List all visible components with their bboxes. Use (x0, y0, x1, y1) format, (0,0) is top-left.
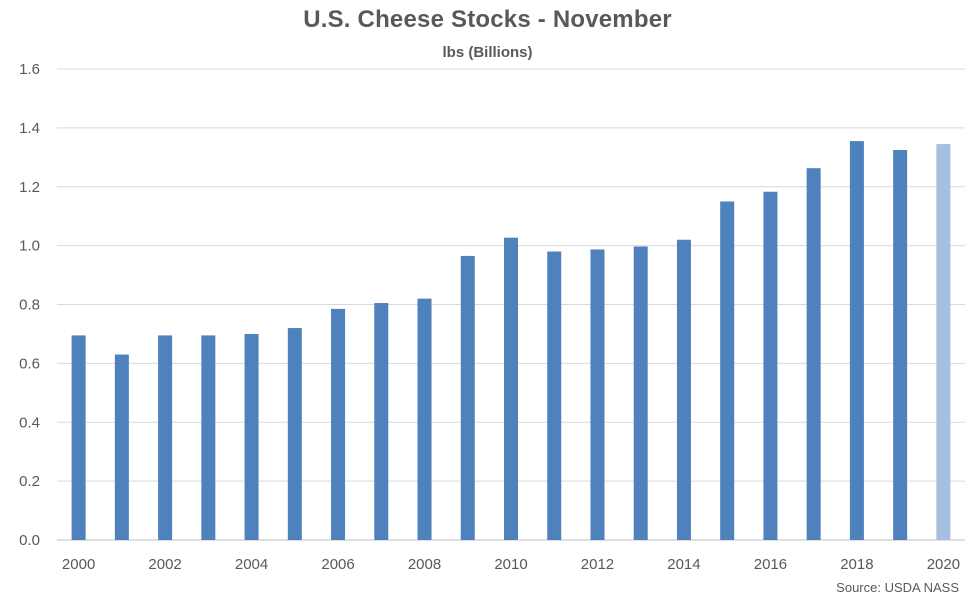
x-tick-label: 2006 (321, 556, 354, 573)
x-tick-label: 2018 (840, 556, 873, 573)
bar-2013 (633, 246, 648, 540)
x-tick-label: 2020 (927, 556, 960, 573)
x-tick-label: 2010 (494, 556, 527, 573)
bar-2010 (504, 237, 518, 540)
bar-2009 (460, 255, 475, 540)
bar-2008 (417, 298, 432, 540)
y-tick-label: 0.4 (19, 414, 40, 431)
x-tick-label: 2008 (408, 556, 441, 573)
x-tick-label: 2014 (667, 556, 700, 573)
bar-2003 (201, 335, 216, 540)
x-tick-label: 2000 (62, 556, 95, 573)
y-tick-label: 0.6 (19, 355, 40, 372)
y-axis-labels: 0.0 0.2 0.4 0.6 0.8 1.0 1.2 1.4 1.6 (19, 61, 40, 549)
bar-2016 (763, 191, 778, 540)
y-tick-label: 1.0 (19, 238, 40, 255)
bar-2006 (331, 308, 346, 540)
bar-2012 (590, 249, 605, 540)
x-tick-label: 2002 (148, 556, 181, 573)
bar-2000 (71, 335, 86, 540)
bar-2020 (936, 144, 951, 541)
source-note: Source: USDA NASS (836, 580, 959, 595)
bar-2019 (893, 149, 908, 540)
y-tick-label: 1.2 (19, 179, 40, 196)
y-tick-label: 0.2 (19, 473, 40, 490)
bar-2017 (806, 168, 821, 540)
x-tick-label: 2004 (235, 556, 268, 573)
chart-title: U.S. Cheese Stocks - November (303, 6, 672, 33)
bar-2004 (244, 333, 259, 540)
y-tick-label: 0.0 (19, 532, 40, 549)
bar-2001 (114, 354, 129, 540)
bar-2007 (374, 303, 389, 540)
bar-2015 (720, 201, 735, 540)
x-tick-label: 2016 (754, 556, 787, 573)
y-tick-label: 0.8 (19, 297, 40, 314)
bar-2002 (158, 335, 173, 540)
bar-2011 (547, 251, 562, 540)
x-axis-labels: 2000 2002 2004 2006 2008 2010 2012 2014 2016 2018… (62, 556, 960, 573)
chart-subtitle: lbs (Billions) (442, 44, 533, 61)
bars (71, 141, 951, 541)
bar-2018 (849, 141, 864, 540)
bar-2014 (676, 239, 691, 541)
y-tick-label: 1.6 (19, 61, 40, 78)
x-tick-label: 2012 (581, 556, 614, 573)
y-tick-label: 1.4 (19, 120, 40, 137)
bar-2005 (287, 328, 302, 540)
